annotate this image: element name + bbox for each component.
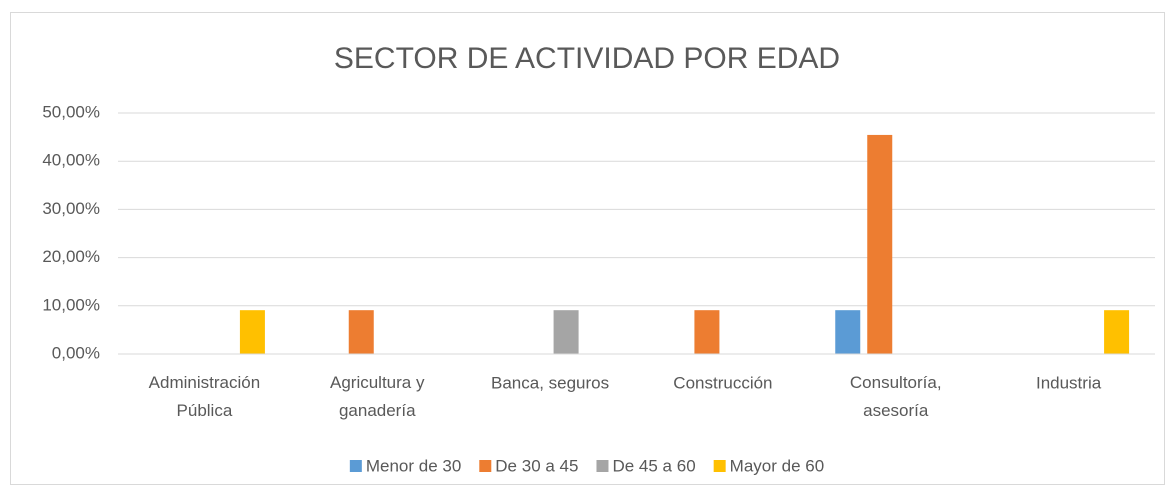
x-tick-label: Agricultura y ganadería: [330, 373, 425, 420]
bar: [348, 310, 374, 354]
legend-swatch: [596, 460, 609, 472]
y-tick-label: 20,00%: [42, 247, 100, 266]
y-tick-label: 40,00%: [42, 151, 100, 170]
x-tick-label: Banca, seguros: [491, 373, 609, 392]
x-tick-label: Construcción: [673, 373, 772, 392]
chart-border: [10, 12, 1165, 485]
y-tick-label: 50,00%: [42, 102, 100, 121]
bar: [239, 310, 265, 354]
legend-swatch: [713, 460, 726, 472]
bar: [694, 310, 720, 354]
bar: [553, 310, 579, 354]
chart-title: SECTOR DE ACTIVIDAD POR EDAD: [334, 42, 840, 75]
y-tick-label: 10,00%: [42, 295, 100, 314]
x-tick-label: Administración Pública: [149, 373, 261, 420]
x-tick-label: Industria: [1036, 373, 1102, 392]
bar: [835, 310, 861, 354]
bar: [867, 134, 893, 354]
legend-label: Menor de 30: [366, 456, 461, 475]
legend-label: Mayor de 60: [730, 456, 825, 475]
y-tick-label: 30,00%: [42, 199, 100, 218]
legend-label: De 30 a 45: [495, 456, 578, 475]
bar: [1104, 310, 1130, 354]
legend-swatch: [349, 460, 362, 472]
y-tick-label: 0,00%: [52, 343, 100, 362]
legend-swatch: [479, 460, 492, 472]
x-tick-label: Consultoría, asesoría: [850, 373, 942, 420]
legend-label: De 45 a 60: [612, 456, 695, 475]
